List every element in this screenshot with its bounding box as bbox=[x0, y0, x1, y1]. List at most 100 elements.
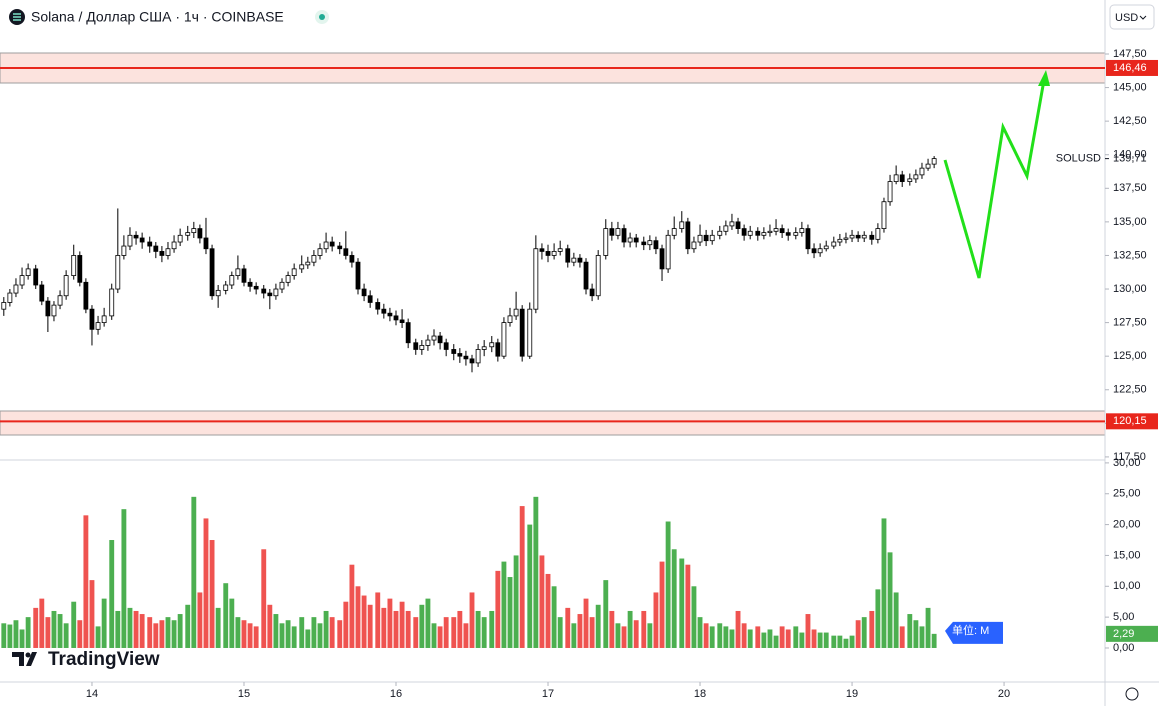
volume-bar bbox=[89, 580, 95, 648]
candle-body bbox=[899, 174, 905, 182]
candle-body bbox=[1, 302, 7, 310]
candle-body bbox=[615, 228, 621, 236]
volume-bar bbox=[387, 598, 393, 648]
candle-body bbox=[641, 241, 647, 246]
volume-bar bbox=[343, 601, 349, 648]
currency-button[interactable] bbox=[1109, 4, 1155, 30]
candle-body bbox=[51, 304, 57, 317]
volume-bar bbox=[39, 598, 45, 648]
symbol-icon-lines bbox=[13, 13, 21, 21]
candle-body bbox=[855, 234, 861, 239]
volume-bar bbox=[361, 595, 367, 648]
candle-body bbox=[647, 240, 653, 246]
candle-body bbox=[685, 221, 691, 250]
candle-body bbox=[267, 292, 273, 297]
volume-bar bbox=[831, 635, 837, 648]
candle-body bbox=[431, 335, 437, 341]
candle-body bbox=[399, 319, 405, 324]
candle-body bbox=[533, 248, 539, 310]
candle-body bbox=[83, 281, 89, 310]
volume-bar bbox=[691, 586, 697, 648]
volume-bar bbox=[57, 614, 63, 648]
candle-body bbox=[627, 237, 633, 243]
volume-bar bbox=[7, 624, 13, 648]
candle-body bbox=[215, 289, 221, 297]
candle-body bbox=[229, 275, 235, 286]
volume-bar bbox=[329, 617, 335, 648]
y-tick-label: 135,00 bbox=[1113, 216, 1147, 228]
volume-bar bbox=[855, 620, 861, 648]
volume-bar bbox=[127, 607, 133, 648]
volume-bar bbox=[457, 610, 463, 648]
volume-bar bbox=[773, 635, 779, 648]
volume-bar bbox=[393, 610, 399, 648]
candle-body bbox=[177, 234, 183, 243]
volume-bar bbox=[641, 610, 647, 648]
candle-body bbox=[653, 240, 659, 250]
volume-bar bbox=[291, 626, 297, 648]
volume-bar bbox=[907, 614, 913, 648]
volume-bar bbox=[919, 626, 925, 648]
volume-bar bbox=[557, 617, 563, 648]
volume-bar bbox=[609, 610, 615, 648]
volume-bar bbox=[659, 561, 665, 648]
candle-body bbox=[679, 221, 685, 229]
volume-bar bbox=[279, 623, 285, 648]
status-dot bbox=[319, 14, 325, 20]
volume-bar bbox=[197, 592, 203, 648]
candle-body bbox=[425, 339, 431, 346]
volume-bar bbox=[311, 617, 317, 648]
symbol-title: Solana / Доллар США · 1ч · COINBASE bbox=[31, 9, 284, 25]
volume-bar bbox=[209, 540, 215, 648]
volume-bar bbox=[273, 614, 279, 648]
volume-bar bbox=[817, 632, 823, 648]
candle-body bbox=[875, 228, 881, 240]
candle-body bbox=[89, 308, 95, 330]
currency[interactable]: USD bbox=[1115, 12, 1138, 24]
candle-body bbox=[469, 358, 475, 364]
candle-body bbox=[437, 335, 443, 344]
volume-bar bbox=[755, 626, 761, 648]
logo-mark bbox=[12, 652, 37, 666]
candle-body bbox=[849, 234, 855, 239]
volume-bar bbox=[899, 626, 905, 648]
x-tick-label: 20 bbox=[998, 688, 1010, 700]
volume-bar bbox=[717, 623, 723, 648]
candle-body bbox=[337, 245, 343, 250]
volume-bar bbox=[627, 610, 633, 648]
volume-bar bbox=[647, 623, 653, 648]
volume-bar bbox=[367, 604, 373, 648]
level-label-bg bbox=[1106, 413, 1158, 430]
candle-body bbox=[577, 257, 583, 263]
candle-body bbox=[709, 234, 715, 242]
candle-body bbox=[773, 228, 779, 232]
y2-tick-label: 10,00 bbox=[1113, 580, 1141, 592]
candle-body bbox=[779, 228, 785, 234]
candle-body bbox=[811, 248, 817, 254]
candle-body bbox=[557, 248, 563, 252]
volume-bar bbox=[861, 617, 867, 648]
volume-bar bbox=[349, 564, 355, 648]
candle-body bbox=[589, 288, 595, 297]
candle-body bbox=[285, 275, 291, 283]
candle-body bbox=[717, 230, 723, 236]
candle-body bbox=[539, 248, 545, 252]
volume-bar bbox=[887, 552, 893, 648]
volume-bar bbox=[247, 623, 253, 648]
volume-bar bbox=[71, 601, 77, 648]
volume-bar bbox=[697, 617, 703, 648]
volume-bar bbox=[507, 577, 513, 648]
volume-bar bbox=[45, 617, 51, 648]
volume-bar bbox=[323, 610, 329, 648]
candle-body bbox=[159, 251, 165, 256]
volume-bar bbox=[267, 604, 273, 648]
volume-bar bbox=[665, 521, 671, 648]
candle-body bbox=[925, 163, 931, 169]
unit-badge-bg bbox=[945, 621, 1003, 644]
last-price-label: 139,71 bbox=[1113, 153, 1147, 165]
candle-body bbox=[261, 288, 267, 294]
volume-bar bbox=[165, 617, 171, 648]
candle-body bbox=[545, 251, 551, 256]
candle-body bbox=[527, 308, 533, 357]
settings-icon[interactable] bbox=[1125, 687, 1139, 701]
